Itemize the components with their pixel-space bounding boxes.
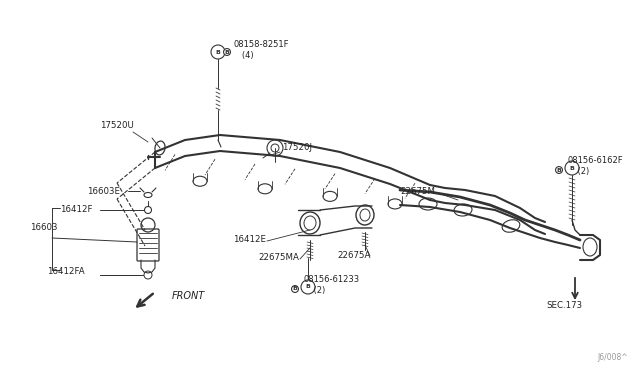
Text: 17520U: 17520U <box>100 122 134 131</box>
Text: 22675MA: 22675MA <box>258 253 299 263</box>
Text: 16412E: 16412E <box>233 235 266 244</box>
Circle shape <box>565 161 579 175</box>
Text: 08158-8251F
   (4): 08158-8251F (4) <box>234 40 289 60</box>
Text: B: B <box>216 49 220 55</box>
Text: 16412FA: 16412FA <box>47 267 84 276</box>
Text: 17520J: 17520J <box>282 144 312 153</box>
Text: FRONT: FRONT <box>172 291 205 301</box>
Circle shape <box>211 45 225 59</box>
Text: 08156-6162F
    (2): 08156-6162F (2) <box>567 156 623 176</box>
Text: B: B <box>225 49 229 55</box>
Text: 16412F: 16412F <box>60 205 93 214</box>
Text: 16603E: 16603E <box>87 186 120 196</box>
Text: B: B <box>557 167 561 173</box>
Text: 08156-61233
    (2): 08156-61233 (2) <box>303 275 359 295</box>
Text: SEC.173: SEC.173 <box>546 301 582 310</box>
Text: J6/008^: J6/008^ <box>597 353 628 362</box>
Text: B: B <box>570 166 575 170</box>
Text: B: B <box>292 286 298 292</box>
Text: 22675A: 22675A <box>337 250 371 260</box>
Text: B: B <box>305 285 310 289</box>
Text: 22675M: 22675M <box>400 187 435 196</box>
Text: 16603: 16603 <box>30 224 58 232</box>
Circle shape <box>301 280 315 294</box>
